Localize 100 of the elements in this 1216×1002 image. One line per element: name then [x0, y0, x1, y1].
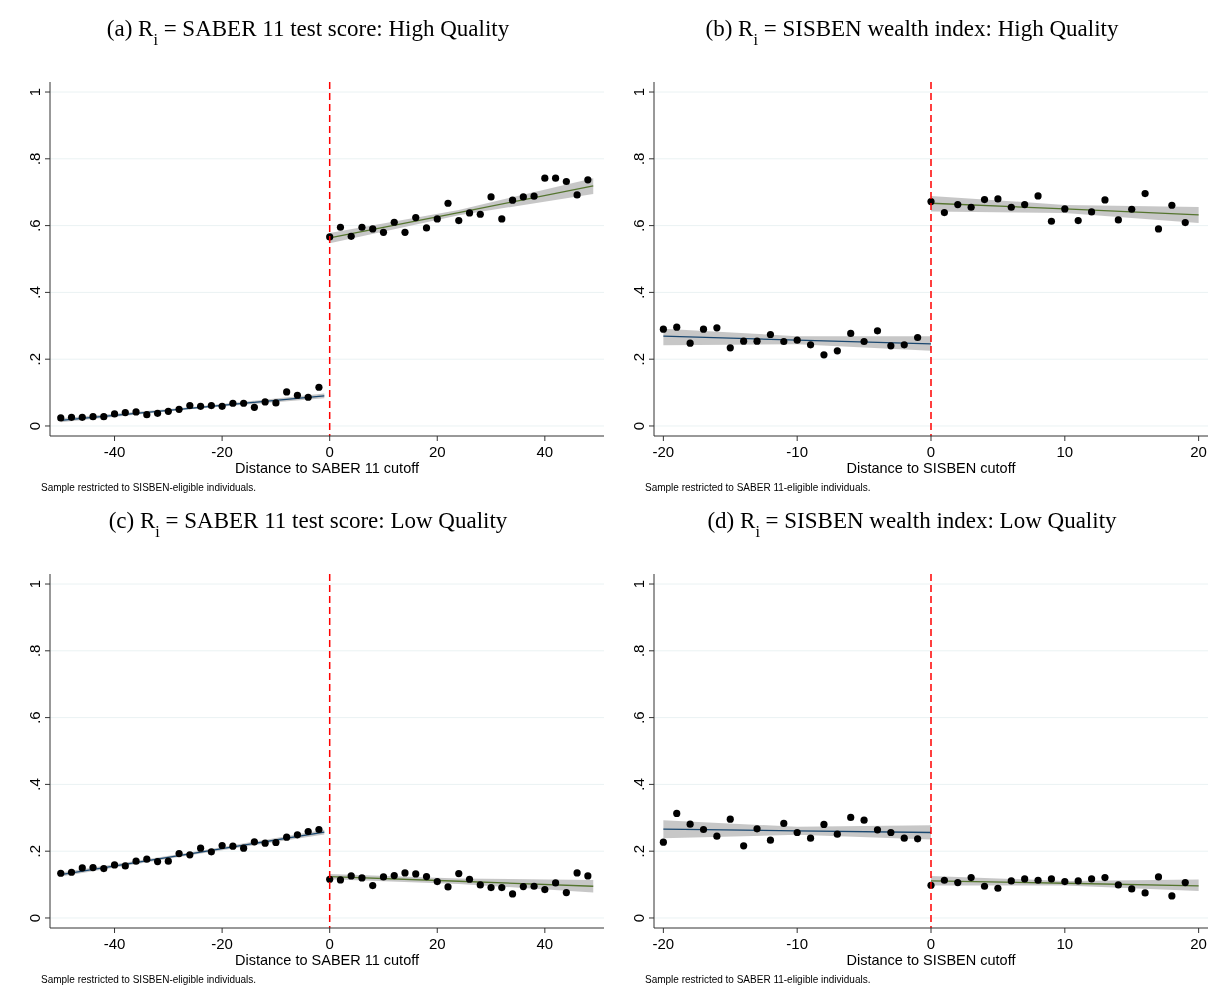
point: [766, 836, 775, 844]
point: [250, 838, 258, 846]
y-tick-label: .6: [630, 711, 647, 724]
y-tick-label: .4: [26, 778, 43, 791]
point: [143, 855, 151, 863]
point: [498, 215, 506, 223]
x-axis-title: Distance to SISBEN cutoff: [846, 460, 1017, 476]
point: [132, 857, 140, 865]
x-tick-label: 20: [428, 935, 446, 952]
point: [283, 388, 291, 396]
y-tick-label: .6: [630, 219, 647, 232]
y-tick-label: .8: [630, 152, 647, 166]
point: [164, 407, 172, 415]
point: [444, 199, 452, 207]
y-tick-label: 1: [630, 579, 647, 589]
point: [726, 815, 734, 823]
point: [793, 336, 801, 344]
point: [940, 876, 948, 884]
point: [153, 409, 162, 417]
point: [261, 839, 269, 847]
point: [551, 174, 560, 182]
x-tick-label: 0: [926, 443, 936, 460]
point: [551, 879, 560, 887]
point: [326, 875, 334, 883]
point: [229, 842, 237, 850]
point: [860, 337, 868, 346]
point: [673, 809, 681, 818]
y-tick-label: .6: [26, 219, 43, 232]
point: [806, 834, 815, 842]
y-tick-label: .4: [630, 778, 647, 791]
x-tick-label: -10: [786, 443, 809, 460]
point: [1101, 196, 1109, 204]
point: [175, 849, 183, 858]
point: [584, 176, 592, 184]
point: [1141, 189, 1149, 198]
point: [143, 411, 151, 419]
point: [562, 889, 570, 897]
x-tick-label: 10: [1056, 443, 1074, 460]
point: [110, 410, 119, 418]
chart-title: (c) R$_{i}$ = SABER 11 test score: Low Quality: [108, 508, 508, 540]
point: [390, 871, 398, 880]
point: [994, 884, 1002, 892]
point: [914, 333, 922, 342]
point: [1168, 201, 1176, 209]
point: [1087, 875, 1096, 883]
point: [573, 191, 581, 199]
y-tick-label: 0: [26, 913, 43, 923]
point: [433, 877, 441, 886]
x-tick-label: -20: [652, 935, 675, 952]
point: [229, 399, 237, 407]
point: [369, 881, 377, 890]
point: [444, 883, 452, 891]
point: [873, 826, 882, 834]
point: [659, 838, 667, 846]
point: [887, 342, 895, 350]
chart-title: (b) R$_{i}$ = SISBEN wealth index: High Quality: [705, 16, 1119, 48]
y-tick-label: 0: [630, 421, 647, 431]
point: [89, 413, 97, 421]
point: [584, 872, 592, 880]
x-tick-label: 10: [1056, 935, 1074, 952]
point: [121, 862, 129, 870]
point: [1021, 200, 1029, 209]
point: [78, 413, 86, 421]
point: [1128, 885, 1136, 893]
x-tick-label: -40: [103, 443, 126, 460]
point: [967, 873, 975, 882]
point: [347, 872, 355, 880]
point: [465, 209, 474, 217]
point: [1047, 875, 1056, 883]
point: [1101, 873, 1109, 882]
point: [541, 174, 549, 182]
point: [304, 827, 312, 836]
point: [272, 838, 280, 847]
point: [358, 874, 366, 882]
x-tick-label: 0: [926, 935, 936, 952]
point: [740, 337, 748, 345]
point: [433, 215, 441, 223]
point: [57, 414, 65, 422]
point: [699, 825, 708, 834]
point: [847, 813, 855, 822]
y-tick-label: .4: [26, 286, 43, 299]
point: [980, 882, 989, 890]
point: [110, 861, 119, 869]
point: [304, 393, 312, 401]
y-tick-label: .8: [630, 644, 647, 658]
point: [659, 325, 667, 333]
x-axis-title: Distance to SISBEN cutoff: [846, 952, 1017, 968]
point: [1168, 892, 1176, 900]
point: [806, 341, 815, 349]
point: [100, 413, 108, 421]
text: Sample restricted to SABER 11-eligible individuals.: [645, 482, 871, 493]
point: [455, 869, 463, 878]
point: [498, 883, 506, 892]
point: [860, 816, 868, 824]
y-tick-label: .4: [630, 286, 647, 299]
point: [1154, 873, 1163, 881]
point: [261, 398, 269, 406]
x-tick-label: -20: [211, 935, 233, 952]
point: [900, 834, 908, 842]
point: [1047, 217, 1056, 225]
